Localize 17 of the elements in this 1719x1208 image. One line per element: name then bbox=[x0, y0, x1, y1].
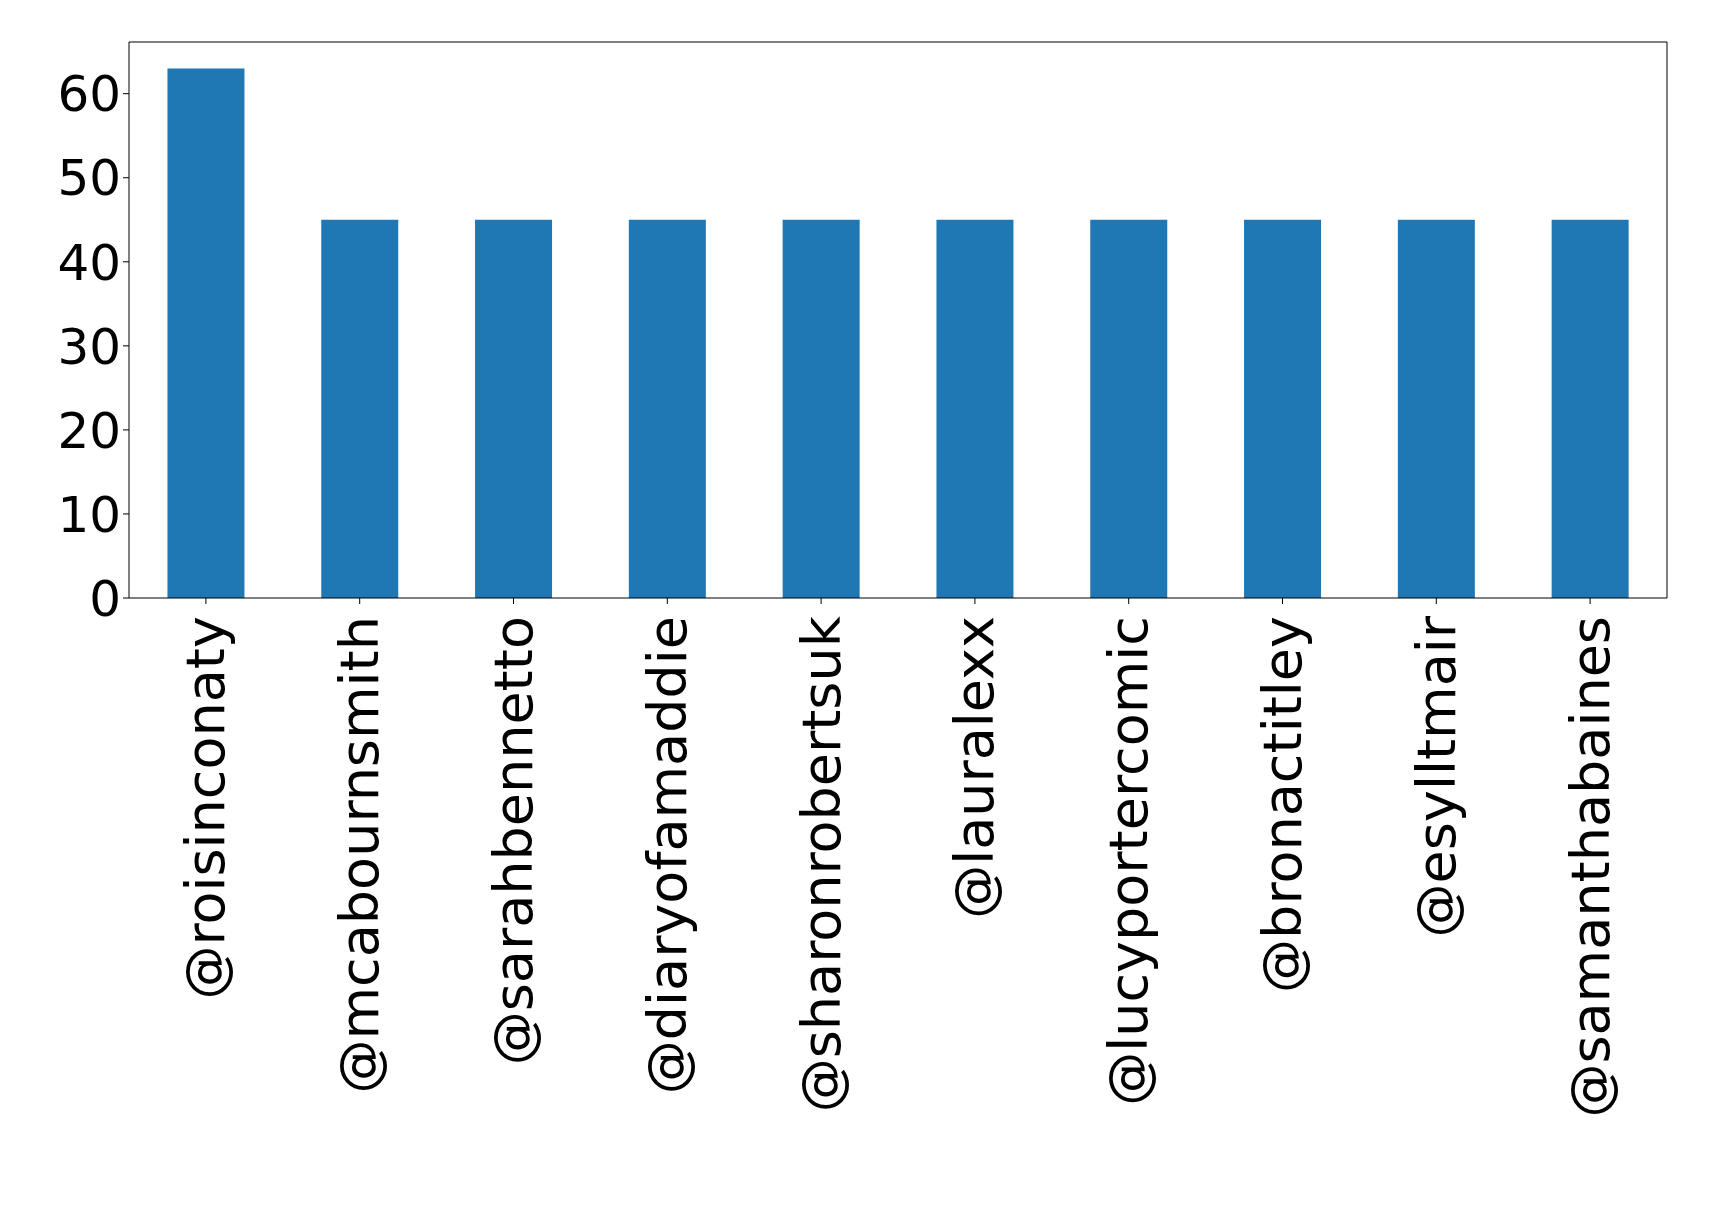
y-tick-label: 0 bbox=[89, 569, 121, 628]
x-tick-label: @lauralexx bbox=[943, 616, 1007, 919]
y-tick-label: 20 bbox=[57, 401, 121, 460]
x-tick-label: @bronactitley bbox=[1251, 616, 1314, 993]
y-tick-label: 60 bbox=[57, 65, 121, 124]
x-tick-label: @lucyportercomic bbox=[1097, 616, 1161, 1106]
y-tick-label: 50 bbox=[57, 149, 121, 208]
x-tick-label: @mcabournsmith bbox=[328, 616, 392, 1094]
x-tick-label: @sharonrobertsuk bbox=[789, 615, 853, 1113]
x-tick-label: @sarahbennetto bbox=[482, 616, 545, 1066]
x-tick-label: @diaryofamaddie bbox=[635, 616, 699, 1095]
x-tick-label: @roisinconaty bbox=[174, 616, 238, 1000]
x-tick-label: @esylltmair bbox=[1404, 615, 1468, 938]
y-tick-label: 10 bbox=[57, 485, 121, 544]
y-tick-label: 40 bbox=[57, 233, 121, 292]
y-tick-label: 30 bbox=[57, 317, 121, 376]
x-tick-label: @samanthabaines bbox=[1558, 616, 1622, 1118]
